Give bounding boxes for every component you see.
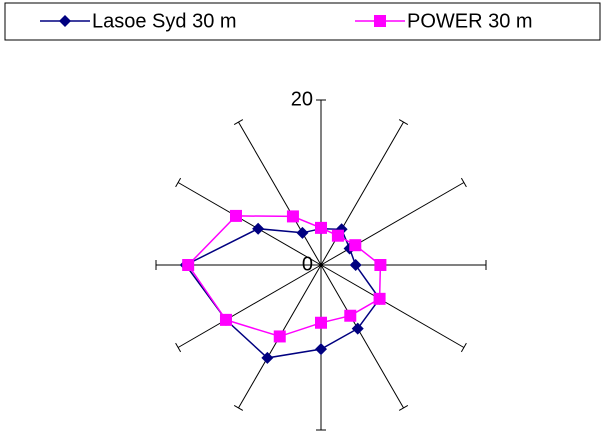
- marker: [349, 239, 362, 252]
- spoke: [238, 121, 322, 266]
- marker: [219, 313, 232, 326]
- spoke: [177, 182, 322, 266]
- spoke: [320, 121, 404, 266]
- marker: [315, 343, 327, 356]
- spoke: [320, 264, 465, 348]
- spoke-end-tick: [175, 177, 182, 188]
- marker: [182, 259, 195, 271]
- marker: [344, 309, 357, 322]
- spoke: [320, 264, 404, 409]
- spoke-end-tick: [175, 342, 182, 353]
- spoke: [177, 264, 322, 348]
- legend-marker: [374, 15, 386, 27]
- marker: [331, 229, 344, 242]
- spoke-end-tick: [398, 119, 409, 126]
- spoke-end-tick: [460, 177, 467, 188]
- marker: [229, 209, 242, 222]
- spoke-end-tick: [460, 342, 467, 353]
- marker: [296, 226, 309, 239]
- marker: [261, 351, 274, 364]
- spoke-end-tick: [398, 404, 409, 411]
- y-tick-label: 0: [302, 253, 313, 275]
- marker: [349, 259, 362, 271]
- y-tick-label: 20: [291, 88, 313, 110]
- marker: [315, 316, 327, 329]
- spoke-end-tick: [233, 119, 244, 126]
- legend-label: Lasoe Syd 30 m: [92, 10, 237, 32]
- marker: [286, 210, 299, 223]
- legend-box: [4, 2, 601, 41]
- marker: [273, 330, 286, 343]
- marker: [252, 222, 265, 235]
- spoke: [320, 182, 465, 266]
- spoke-end-tick: [233, 404, 244, 411]
- legend-marker: [59, 15, 71, 27]
- marker: [374, 259, 387, 271]
- legend-label: POWER 30 m: [407, 10, 533, 32]
- marker: [351, 322, 364, 335]
- marker: [373, 292, 386, 305]
- marker: [315, 221, 327, 234]
